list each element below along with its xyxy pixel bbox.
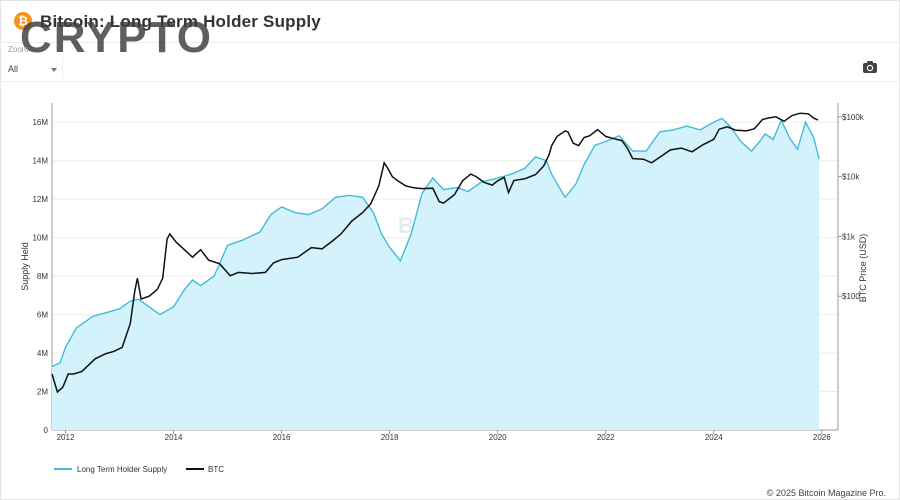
zoom-value: All <box>8 64 19 74</box>
zoom-label: Zoom <box>8 45 29 54</box>
y-tick-label: 16M <box>32 118 48 127</box>
bitcoin-logo-icon: ₿ <box>14 12 32 30</box>
copyright-text: © 2025 Bitcoin Magazine Pro. <box>766 488 886 498</box>
y2-tick-label: $100k <box>842 113 865 122</box>
x-tick-label: 2022 <box>597 433 615 442</box>
x-tick-label: 2026 <box>813 433 831 442</box>
chart-toolbar: Zoom All <box>0 43 900 82</box>
y-tick-label: 14M <box>32 157 48 166</box>
y-tick-label: 2M <box>37 388 48 397</box>
legend-label-lths: Long Term Holder Supply <box>77 465 167 474</box>
y-axis-label: Supply Held <box>20 242 30 291</box>
x-tick-label: 2016 <box>273 433 291 442</box>
y2-axis-label: BTC Price (USD) <box>858 234 868 303</box>
chart-header: ₿ Bitcoin: Long Term Holder Supply CRYPT… <box>0 0 900 60</box>
chart-title: Bitcoin: Long Term Holder Supply <box>40 12 321 31</box>
camera-icon[interactable] <box>862 60 878 74</box>
y-tick-label: 10M <box>32 234 48 243</box>
crypto-overlay-text: CRYPTO <box>20 13 213 62</box>
x-tick-label: 2012 <box>57 433 75 442</box>
y2-tick-label: $100 <box>842 292 860 301</box>
y-tick-label: 6M <box>37 311 48 320</box>
series-btc-line <box>51 112 819 394</box>
x-tick-label: 2020 <box>489 433 507 442</box>
x-tick-label: 2018 <box>381 433 399 442</box>
y-tick-label: 0 <box>44 426 49 435</box>
x-tick-label: 2014 <box>165 433 183 442</box>
chart-plot: BITCOIN MAGAZINEPRO02M4M6M8M10M12M14M16M… <box>20 103 868 474</box>
y-tick-label: 12M <box>32 195 48 204</box>
chevron-down-icon <box>51 68 57 72</box>
series-lths-area <box>52 118 820 431</box>
series-lths-line <box>51 117 820 368</box>
y2-tick-label: $1k <box>842 232 856 241</box>
zoom-select[interactable]: All <box>2 57 63 79</box>
y-tick-label: 4M <box>37 349 48 358</box>
y-tick-label: 8M <box>37 272 48 281</box>
x-tick-label: 2024 <box>705 433 723 442</box>
legend-label-btc: BTC <box>208 465 224 474</box>
y2-tick-label: $10k <box>842 173 860 182</box>
